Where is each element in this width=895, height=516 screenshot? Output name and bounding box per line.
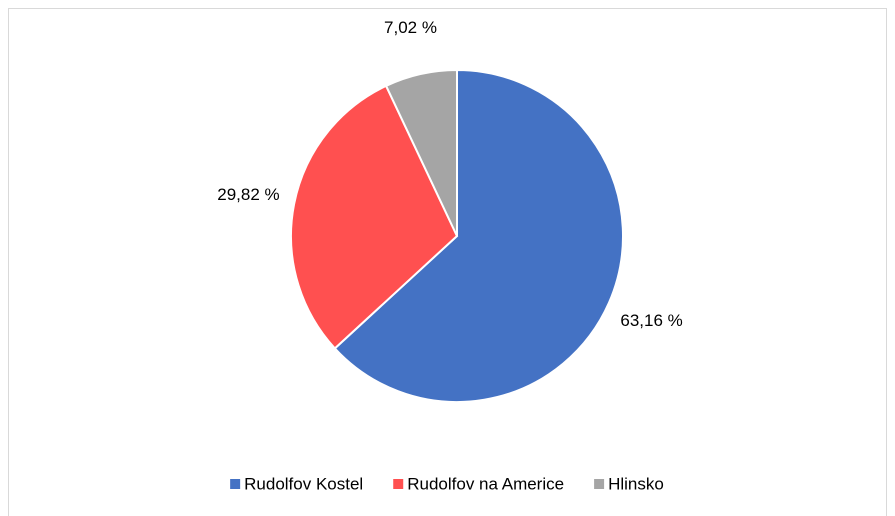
- data-label: 7,02 %: [384, 18, 437, 37]
- legend-swatch: [594, 479, 605, 489]
- legend-swatch: [393, 479, 404, 489]
- legend-label: Rudolfov Kostel: [244, 474, 363, 493]
- legend-label: Rudolfov na Americe: [407, 474, 564, 493]
- pie-slice: [333, 68, 624, 403]
- data-label: 29,82 %: [217, 185, 279, 204]
- legend-swatch: [230, 479, 241, 489]
- legend-label: Hlinsko: [608, 474, 664, 493]
- pie-slice: [290, 84, 459, 350]
- pie-slice: [384, 68, 458, 237]
- data-label: 63,16 %: [620, 311, 682, 330]
